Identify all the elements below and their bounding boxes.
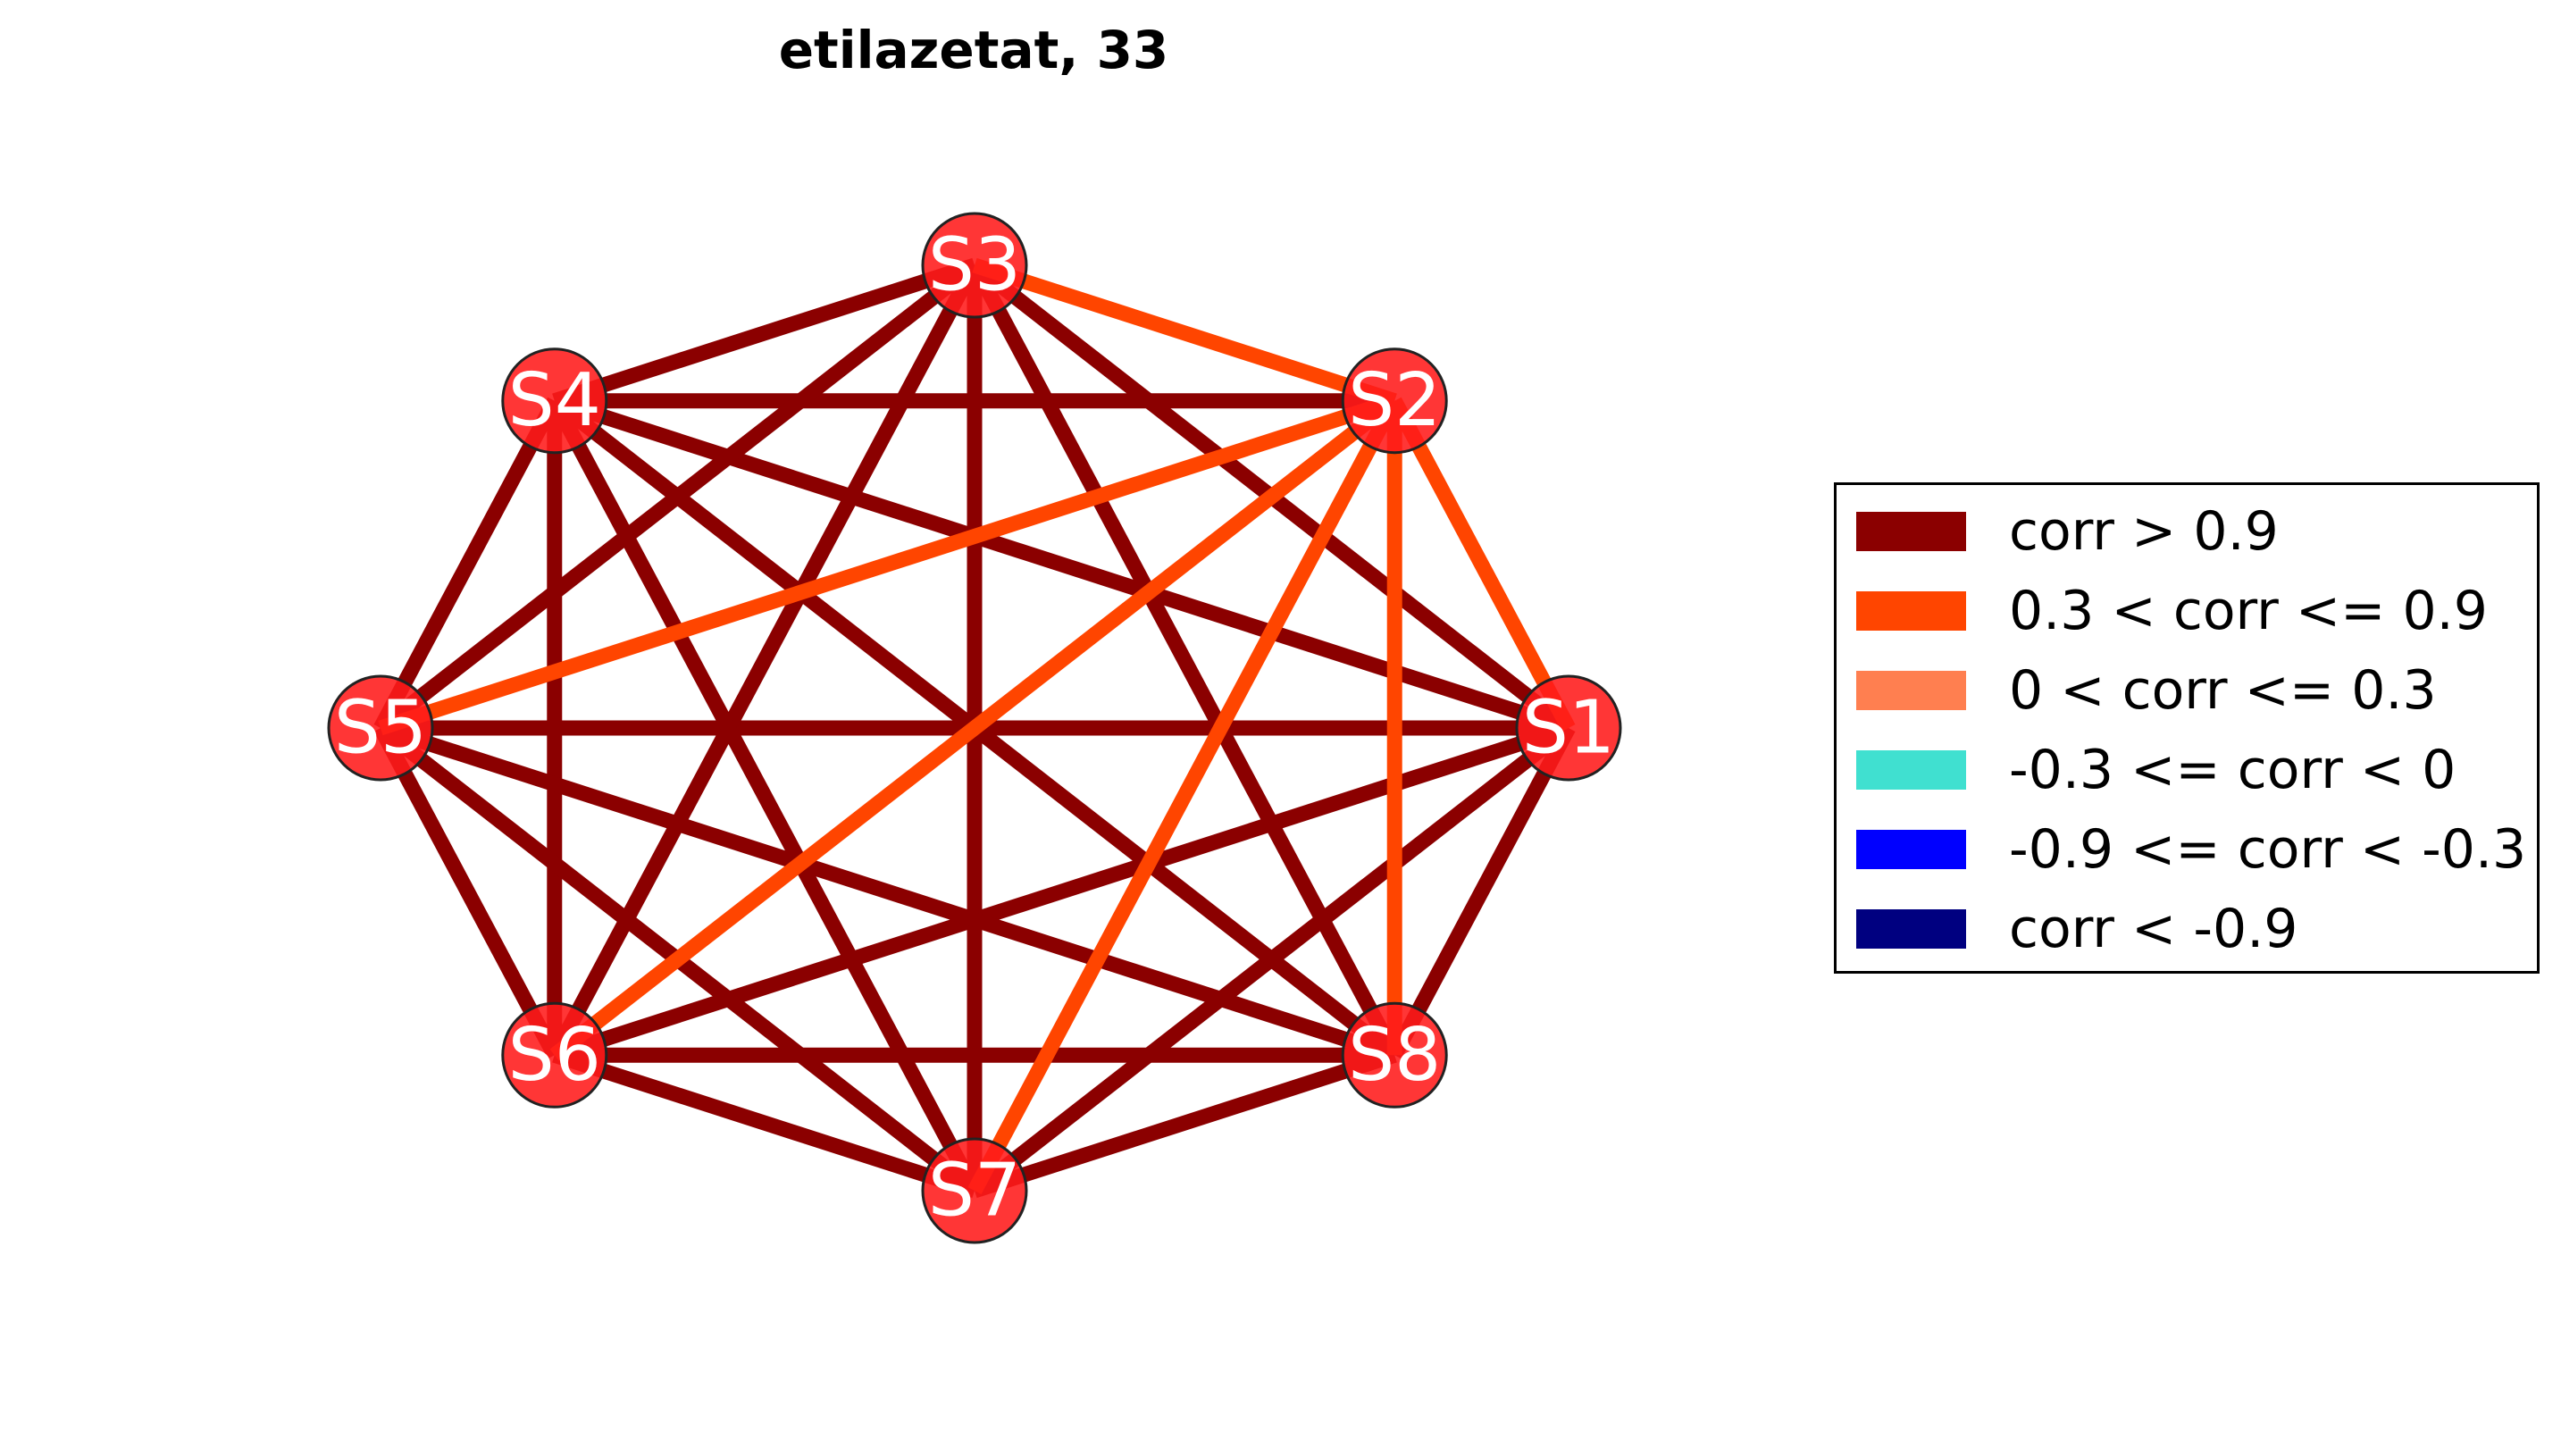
node-circle [1515, 674, 1622, 782]
node-s2: S2 [1341, 347, 1448, 455]
legend-swatch-mid-neg [1856, 830, 1966, 869]
edge-s1-s2 [1387, 397, 1576, 732]
node-circle [921, 1137, 1028, 1244]
edge-s5-s8 [378, 720, 1397, 1063]
node-label: S6 [508, 1013, 601, 1098]
edge-s1-s8 [1387, 724, 1576, 1059]
edge-s5-s6 [373, 724, 562, 1059]
legend-swatch-strong-neg [1856, 909, 1966, 949]
legend-label-weak-neg: -0.3 <= corr < 0 [2009, 739, 2456, 801]
legend-label-mid-neg: -0.9 <= corr < -0.3 [2009, 818, 2527, 881]
edge-s2-s7 [967, 397, 1402, 1194]
legend-item-strong-pos: corr > 0.9 [1856, 496, 2279, 567]
legend-swatch-weak-pos [1856, 671, 1966, 710]
edge-s2-s6 [549, 395, 1400, 1061]
node-label: S3 [928, 223, 1021, 308]
node-circle [1341, 1001, 1448, 1109]
node-label: S2 [1348, 358, 1441, 443]
legend: corr > 0.9 0.3 < corr <= 0.9 0 < corr <=… [1834, 482, 2540, 974]
node-s7: S7 [921, 1137, 1028, 1244]
edge-s4-s5 [373, 397, 562, 732]
chart-title: etilazetat, 33 [778, 20, 1169, 80]
node-label: S4 [508, 358, 601, 443]
edge-s6-s7 [552, 1048, 977, 1199]
node-s5: S5 [327, 674, 434, 782]
legend-label-strong-neg: corr < -0.9 [2009, 898, 2298, 960]
node-circle [921, 212, 1028, 319]
node-s6: S6 [501, 1001, 608, 1109]
legend-item-weak-pos: 0 < corr <= 0.3 [1856, 655, 2437, 726]
legend-item-weak-neg: -0.3 <= corr < 0 [1856, 734, 2456, 806]
edge-s2-s3 [972, 257, 1397, 408]
legend-item-mid-pos: 0.3 < corr <= 0.9 [1856, 575, 2488, 647]
nodes: S1 S2 S3 S4 S5 S6 S7 S8 [327, 212, 1622, 1244]
legend-label-weak-pos: 0 < corr <= 0.3 [2009, 659, 2437, 722]
node-label: S5 [334, 686, 427, 771]
edge-s2-s5 [378, 393, 1397, 736]
edges [373, 257, 1576, 1199]
node-circle [1341, 347, 1448, 455]
node-label: S7 [928, 1149, 1021, 1234]
legend-item-strong-neg: corr < -0.9 [1856, 893, 2297, 965]
legend-swatch-weak-neg [1856, 750, 1966, 790]
legend-label-strong-pos: corr > 0.9 [2009, 500, 2279, 563]
node-circle [327, 674, 434, 782]
edge-s3-s8 [967, 262, 1402, 1059]
node-label: S8 [1348, 1013, 1441, 1098]
edge-s3-s4 [552, 257, 977, 408]
legend-item-mid-neg: -0.9 <= corr < -0.3 [1856, 814, 2526, 885]
node-s3: S3 [921, 212, 1028, 319]
node-circle [501, 347, 608, 455]
node-label: S1 [1522, 686, 1615, 771]
legend-label-mid-pos: 0.3 < corr <= 0.9 [2009, 580, 2488, 642]
legend-swatch-mid-pos [1856, 591, 1966, 631]
node-s8: S8 [1341, 1001, 1448, 1109]
edge-s7-s8 [972, 1048, 1397, 1199]
node-s1: S1 [1515, 674, 1622, 782]
legend-swatch-strong-pos [1856, 512, 1966, 551]
node-s4: S4 [501, 347, 608, 455]
node-circle [501, 1001, 608, 1109]
